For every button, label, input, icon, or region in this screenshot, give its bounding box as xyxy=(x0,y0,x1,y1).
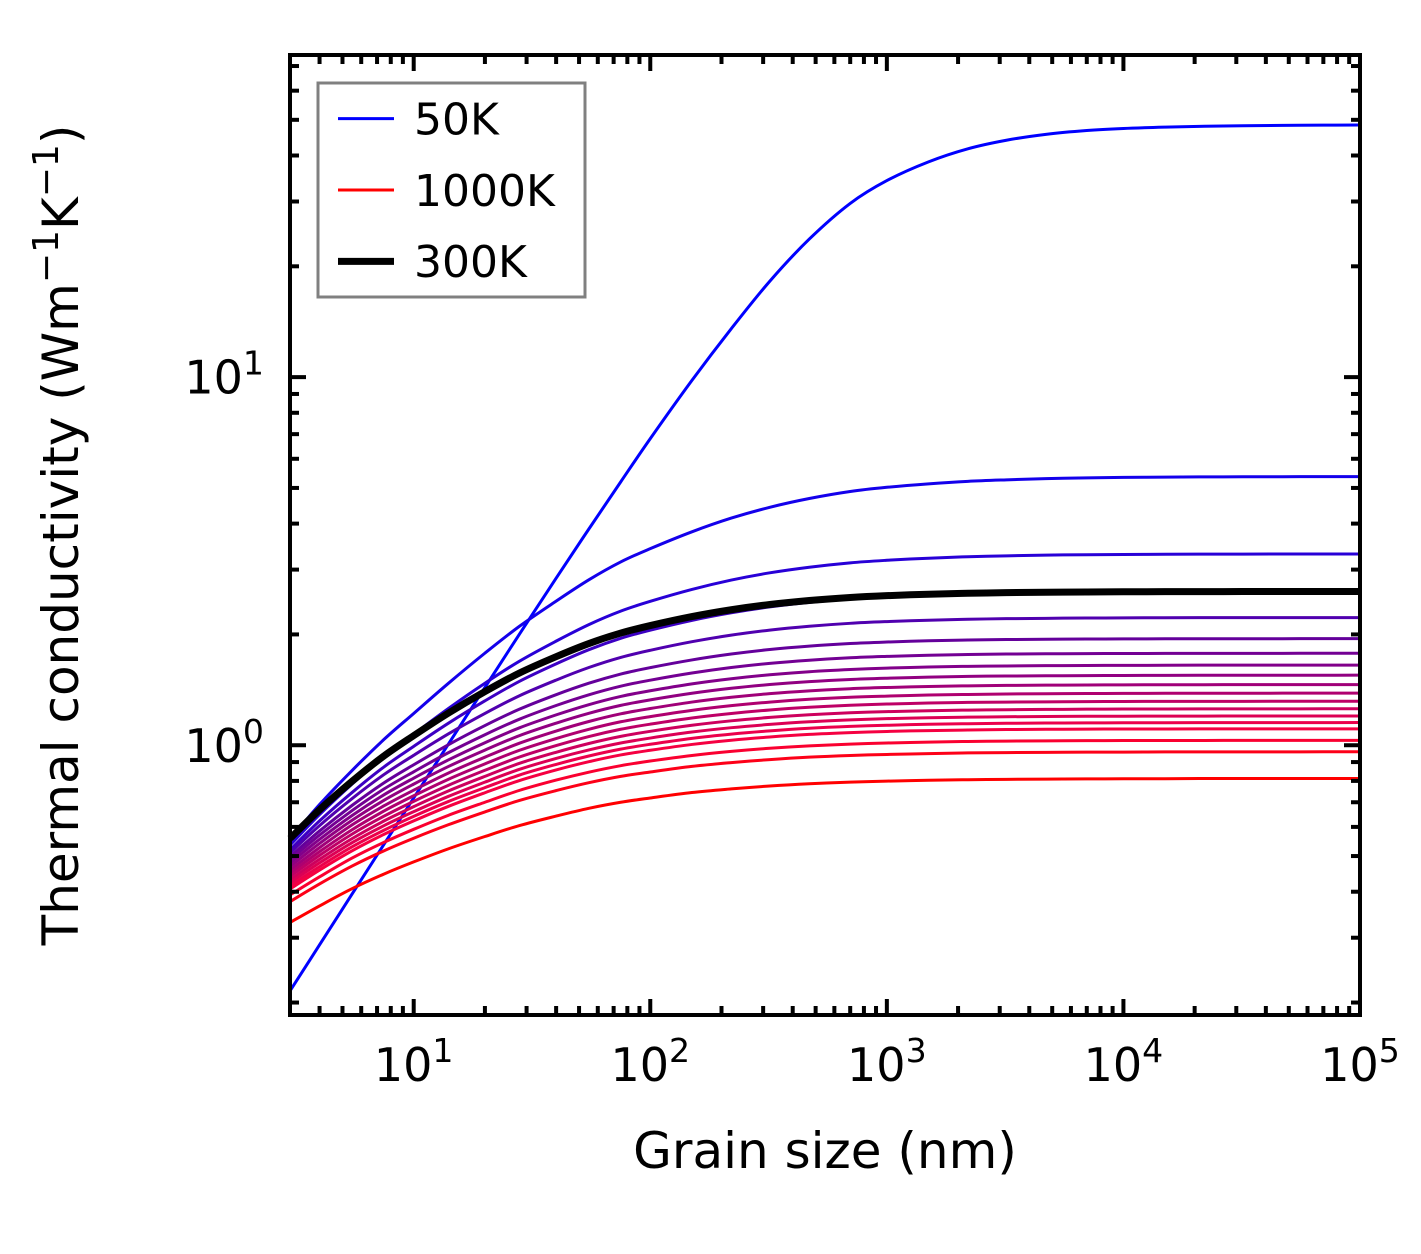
curve-t9 xyxy=(289,663,1361,865)
curve-t7 xyxy=(289,637,1361,858)
x-tick-label-text: 104 xyxy=(1084,1031,1164,1093)
x-tick-label-text: 105 xyxy=(1320,1031,1400,1093)
x-tick-label: 101 xyxy=(374,1031,454,1093)
axes-frame xyxy=(288,53,1362,1017)
curve-t14 xyxy=(289,707,1361,882)
curve-t5 xyxy=(288,616,1360,854)
x-tick-label: 102 xyxy=(610,1031,690,1093)
curve-t16 xyxy=(289,720,1361,888)
legend-label-300k: 300K xyxy=(414,237,528,288)
axis-titles: Grain size (nm) Thermal conductivity (Wm−… xyxy=(26,125,1017,1180)
curve-1000k xyxy=(289,777,1360,924)
curve-t18 xyxy=(289,738,1360,897)
curve-t19 xyxy=(289,750,1361,903)
curve-t12 xyxy=(289,691,1360,875)
curve-t8 xyxy=(289,651,1361,862)
curve-t3 xyxy=(288,552,1361,847)
curve-t17 xyxy=(289,727,1360,891)
legend[interactable]: 50K 1000K 300K xyxy=(316,81,587,299)
x-tick-label-text: 102 xyxy=(610,1031,690,1093)
x-tick-label: 105 xyxy=(1320,1031,1400,1093)
curve-t10 xyxy=(289,673,1361,868)
x-tick-label: 103 xyxy=(847,1031,927,1093)
x-tick-label: 104 xyxy=(1084,1031,1164,1093)
y-tick-label: 100 xyxy=(184,711,264,773)
plot-frame xyxy=(288,53,1362,1017)
y-tick-label: 101 xyxy=(184,343,264,405)
legend-label-1000k: 1000K xyxy=(414,166,556,217)
axis-ticks xyxy=(288,55,1362,1015)
curve-t15 xyxy=(289,714,1361,885)
axis-tick-labels: 101 102 103 104 105 101 100 xyxy=(184,343,1399,1092)
curve-t11 xyxy=(289,683,1360,872)
curve-300k xyxy=(287,587,1361,842)
curve-t13 xyxy=(289,699,1361,878)
y-axis-title: Thermal conductivity (Wm−1K−1) xyxy=(26,125,91,947)
x-tick-label-text: 101 xyxy=(374,1031,454,1093)
legend-label-50k: 50K xyxy=(414,95,500,146)
x-axis-title: Grain size (nm) xyxy=(633,1122,1017,1180)
x-tick-label-text: 103 xyxy=(847,1031,927,1093)
curve-t2 xyxy=(288,475,1361,841)
data-curves xyxy=(287,123,1361,992)
